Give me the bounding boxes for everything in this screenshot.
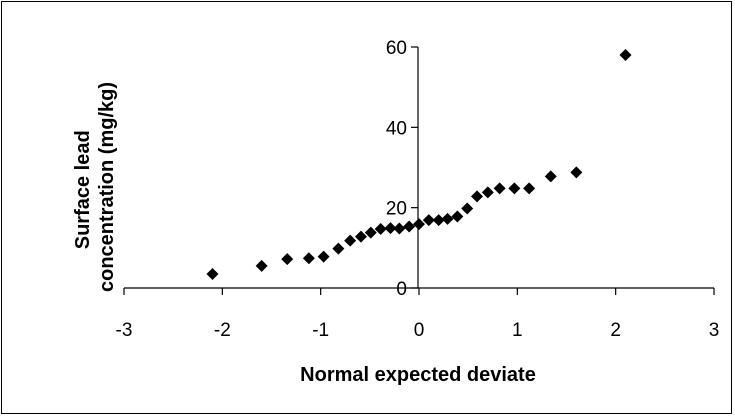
data-point bbox=[364, 226, 377, 239]
data-point bbox=[481, 186, 494, 199]
data-point bbox=[393, 222, 406, 235]
x-tick-label: 3 bbox=[709, 320, 720, 341]
data-point bbox=[374, 222, 387, 235]
x-tick-label: -1 bbox=[312, 320, 329, 341]
x-axis-title: Normal expected deviate bbox=[300, 364, 536, 386]
x-tick-label: 0 bbox=[414, 320, 425, 341]
data-point bbox=[422, 214, 435, 227]
data-point bbox=[403, 220, 416, 233]
axes bbox=[124, 47, 714, 289]
data-point bbox=[619, 49, 632, 62]
data-point bbox=[523, 182, 536, 195]
axis-ticks bbox=[123, 46, 715, 295]
data-point bbox=[432, 214, 445, 227]
x-tick-label: -3 bbox=[116, 320, 133, 341]
data-point bbox=[570, 166, 583, 179]
data-point bbox=[317, 250, 330, 263]
tick-labels: -3 -2 -1 0 1 2 3 0 20 40 60 bbox=[116, 38, 720, 341]
data-point bbox=[281, 253, 294, 266]
data-point bbox=[471, 190, 484, 203]
data-points bbox=[206, 49, 632, 280]
data-point bbox=[413, 218, 425, 231]
x-tick-label: -2 bbox=[214, 320, 231, 341]
data-point bbox=[461, 202, 474, 215]
y-tick-label: 60 bbox=[386, 38, 407, 59]
data-point bbox=[441, 212, 454, 225]
data-point bbox=[344, 234, 357, 247]
data-point bbox=[332, 242, 345, 255]
data-point bbox=[384, 222, 397, 235]
data-point bbox=[255, 259, 268, 272]
data-point bbox=[206, 267, 219, 280]
data-point bbox=[508, 182, 521, 195]
y-tick-label: 20 bbox=[386, 199, 407, 220]
data-point bbox=[493, 182, 506, 195]
y-tick-label: 0 bbox=[396, 279, 407, 300]
y-axis-title-line-1: Surface lead bbox=[72, 130, 94, 249]
data-point bbox=[451, 210, 464, 223]
data-point bbox=[354, 230, 367, 243]
data-point bbox=[302, 252, 315, 265]
data-point bbox=[544, 170, 557, 183]
y-tick-label: 40 bbox=[386, 118, 407, 139]
y-axis-title: Surface lead concentration (mg/kg) bbox=[72, 82, 118, 292]
x-tick-label: 1 bbox=[512, 320, 523, 341]
x-tick-label: 2 bbox=[610, 320, 621, 341]
y-axis-title-line-2: concentration (mg/kg) bbox=[96, 82, 118, 292]
